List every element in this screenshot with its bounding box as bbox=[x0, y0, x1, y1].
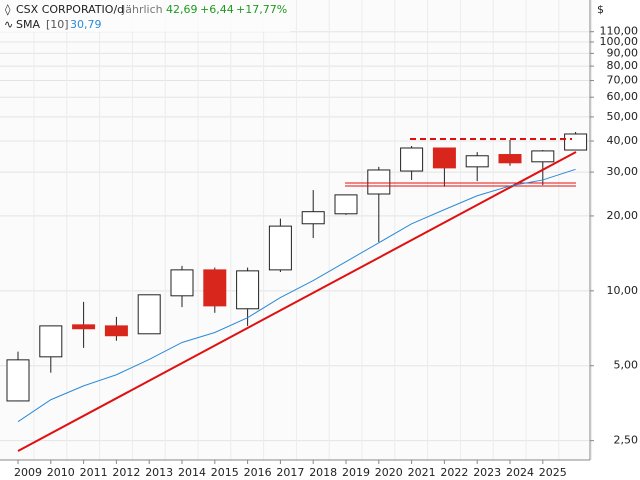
sma-name: SMA bbox=[16, 18, 40, 31]
candle-body bbox=[400, 147, 424, 172]
candle-body bbox=[531, 150, 555, 163]
icon: ∿ bbox=[4, 18, 13, 31]
y-tick-label: 10,00 bbox=[607, 284, 639, 297]
x-tick-label: 2025 bbox=[539, 466, 567, 479]
y-tick-label: 2,50 bbox=[614, 434, 639, 447]
x-tick-label: 2009 bbox=[14, 466, 42, 479]
y-tick-label: 20,00 bbox=[607, 209, 639, 222]
candle-body bbox=[334, 194, 358, 215]
candle-body bbox=[72, 324, 96, 330]
period: Jährlich bbox=[121, 3, 163, 16]
x-tick-label: 2023 bbox=[473, 466, 501, 479]
y-tick-label: 70,00 bbox=[607, 74, 639, 87]
candle-body bbox=[39, 325, 63, 358]
marks bbox=[6, 131, 588, 402]
candle-body bbox=[564, 133, 588, 151]
y-tick-label: 110,00 bbox=[600, 25, 639, 38]
candle-body bbox=[465, 155, 489, 168]
icon: ◊ bbox=[5, 3, 11, 16]
y-tick-label: 5,00 bbox=[614, 359, 639, 372]
header-bg bbox=[0, 0, 290, 32]
x-tick-label: 2018 bbox=[309, 466, 337, 479]
x-tick-label: 2017 bbox=[276, 466, 304, 479]
y-tick-label: 100,00 bbox=[600, 35, 639, 48]
x-tick-label: 2010 bbox=[47, 466, 75, 479]
x-tick-label: 2011 bbox=[80, 466, 108, 479]
candle-body bbox=[170, 269, 194, 297]
change: +6,44 bbox=[200, 3, 234, 16]
y-tick-label: 80,00 bbox=[607, 59, 639, 72]
candle-body bbox=[301, 211, 325, 225]
candle-body bbox=[104, 325, 128, 337]
candle-body bbox=[6, 359, 30, 402]
sma-value: 30,79 bbox=[70, 18, 102, 31]
candle-body bbox=[268, 225, 292, 271]
sma-line bbox=[17, 168, 576, 423]
currency: $ bbox=[597, 3, 604, 16]
candle-body bbox=[236, 270, 260, 310]
x-tick-label: 2012 bbox=[112, 466, 140, 479]
x-tick-label: 2015 bbox=[211, 466, 239, 479]
symbol-name: CSX CORPORATIO/d bbox=[16, 3, 124, 16]
candle-body bbox=[498, 154, 522, 164]
plot-bg bbox=[0, 0, 590, 460]
y-tick-label: 50,00 bbox=[607, 110, 639, 123]
candle-body bbox=[367, 169, 391, 195]
y-tick-label: 30,00 bbox=[607, 165, 639, 178]
x-tick-label: 2013 bbox=[145, 466, 173, 479]
trend-line bbox=[17, 151, 577, 452]
y-tick-label: 90,00 bbox=[607, 46, 639, 59]
y-tick-label: 60,00 bbox=[607, 90, 639, 103]
x-tick-label: 2022 bbox=[440, 466, 468, 479]
candle-body bbox=[137, 294, 161, 335]
last-price: 42,69 bbox=[166, 3, 198, 16]
y-tick-label: 40,00 bbox=[607, 134, 639, 147]
x-tick-label: 2014 bbox=[178, 466, 206, 479]
x-tick-label: 2016 bbox=[244, 466, 272, 479]
x-tick-label: 2019 bbox=[342, 466, 370, 479]
change-pct: +17,77% bbox=[236, 3, 287, 16]
sma-param: [10] bbox=[46, 18, 69, 31]
candle-body bbox=[432, 147, 456, 169]
x-tick-label: 2024 bbox=[506, 466, 534, 479]
grid bbox=[0, 0, 593, 460]
candle-body bbox=[203, 269, 227, 307]
x-tick-label: 2020 bbox=[375, 466, 403, 479]
x-tick-label: 2021 bbox=[408, 466, 436, 479]
